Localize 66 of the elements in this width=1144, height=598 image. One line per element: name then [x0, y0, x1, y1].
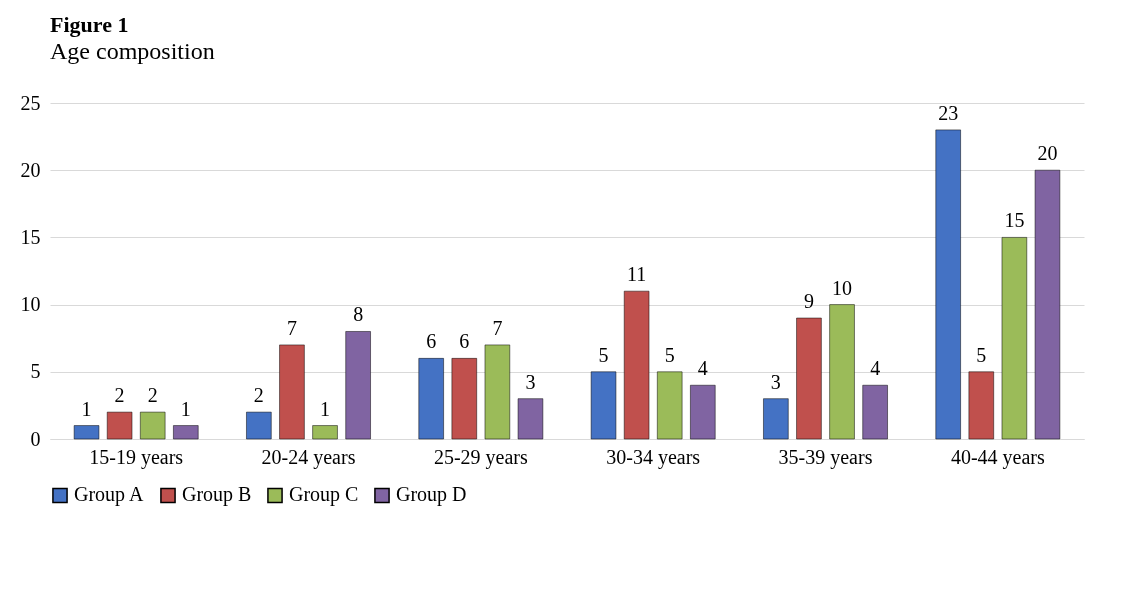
data-label: 1	[81, 397, 92, 420]
bar	[517, 398, 544, 440]
x-tick-label: 25-29 years	[433, 445, 528, 469]
data-label: 5	[598, 343, 609, 366]
legend-label: Group D	[396, 483, 467, 507]
data-label: 6	[426, 330, 437, 353]
data-label: 7	[492, 316, 503, 339]
y-tick-label: 5	[30, 360, 41, 383]
x-tick-label: 15-19 years	[89, 445, 184, 469]
bar	[246, 411, 272, 440]
x-tick-label: 20-24 years	[261, 445, 356, 469]
bar	[312, 425, 338, 440]
data-label: 23	[938, 101, 959, 124]
x-tick-label: 30-34 years	[606, 445, 701, 469]
bar	[796, 317, 822, 440]
data-label: 1	[180, 397, 191, 420]
chart-title: Figure 1	[50, 12, 129, 37]
bar	[1001, 237, 1028, 440]
bar	[862, 384, 888, 440]
data-label: 8	[353, 303, 364, 326]
y-tick-label: 15	[20, 225, 41, 248]
data-label: 6	[459, 330, 470, 353]
x-tick-label: 40-44 years	[950, 445, 1045, 469]
y-tick-label: 25	[20, 91, 41, 114]
chart-subtitle: Age composition	[50, 38, 215, 64]
bar	[484, 344, 511, 440]
bar	[763, 398, 789, 440]
bar	[1034, 169, 1061, 440]
data-label: 2	[253, 384, 264, 407]
legend-label: Group B	[182, 483, 252, 507]
data-label: 11	[626, 263, 647, 286]
y-tick-label: 10	[20, 293, 41, 316]
data-label: 4	[870, 357, 881, 380]
bar	[345, 331, 371, 440]
bar	[173, 425, 199, 440]
bar	[690, 384, 716, 440]
data-label: 2	[114, 384, 125, 407]
y-tick-label: 0	[30, 427, 41, 450]
data-label: 15	[1004, 209, 1025, 232]
data-label: 10	[832, 276, 853, 299]
legend-label: Group C	[289, 483, 359, 507]
bar	[140, 411, 166, 440]
bar	[73, 425, 100, 440]
bar	[451, 358, 477, 440]
data-label: 9	[803, 290, 814, 313]
bar	[590, 371, 617, 440]
bar	[968, 371, 994, 440]
data-label: 1	[320, 397, 331, 420]
bar	[829, 304, 855, 440]
bar	[657, 371, 683, 440]
legend-label: Group A	[74, 483, 144, 507]
data-label: 4	[697, 357, 708, 380]
bar	[623, 290, 650, 440]
x-tick-label: 35-39 years	[778, 445, 873, 469]
data-label: 3	[525, 370, 536, 393]
y-tick-label: 20	[20, 158, 41, 181]
data-label: 5	[976, 343, 987, 366]
bar	[935, 129, 961, 440]
data-label: 5	[664, 343, 675, 366]
data-label: 20	[1037, 142, 1058, 165]
data-label: 7	[286, 316, 297, 339]
bar	[106, 411, 133, 440]
data-label: 2	[147, 384, 158, 407]
bar	[418, 358, 444, 440]
data-label: 3	[770, 370, 781, 393]
bar	[279, 344, 305, 440]
